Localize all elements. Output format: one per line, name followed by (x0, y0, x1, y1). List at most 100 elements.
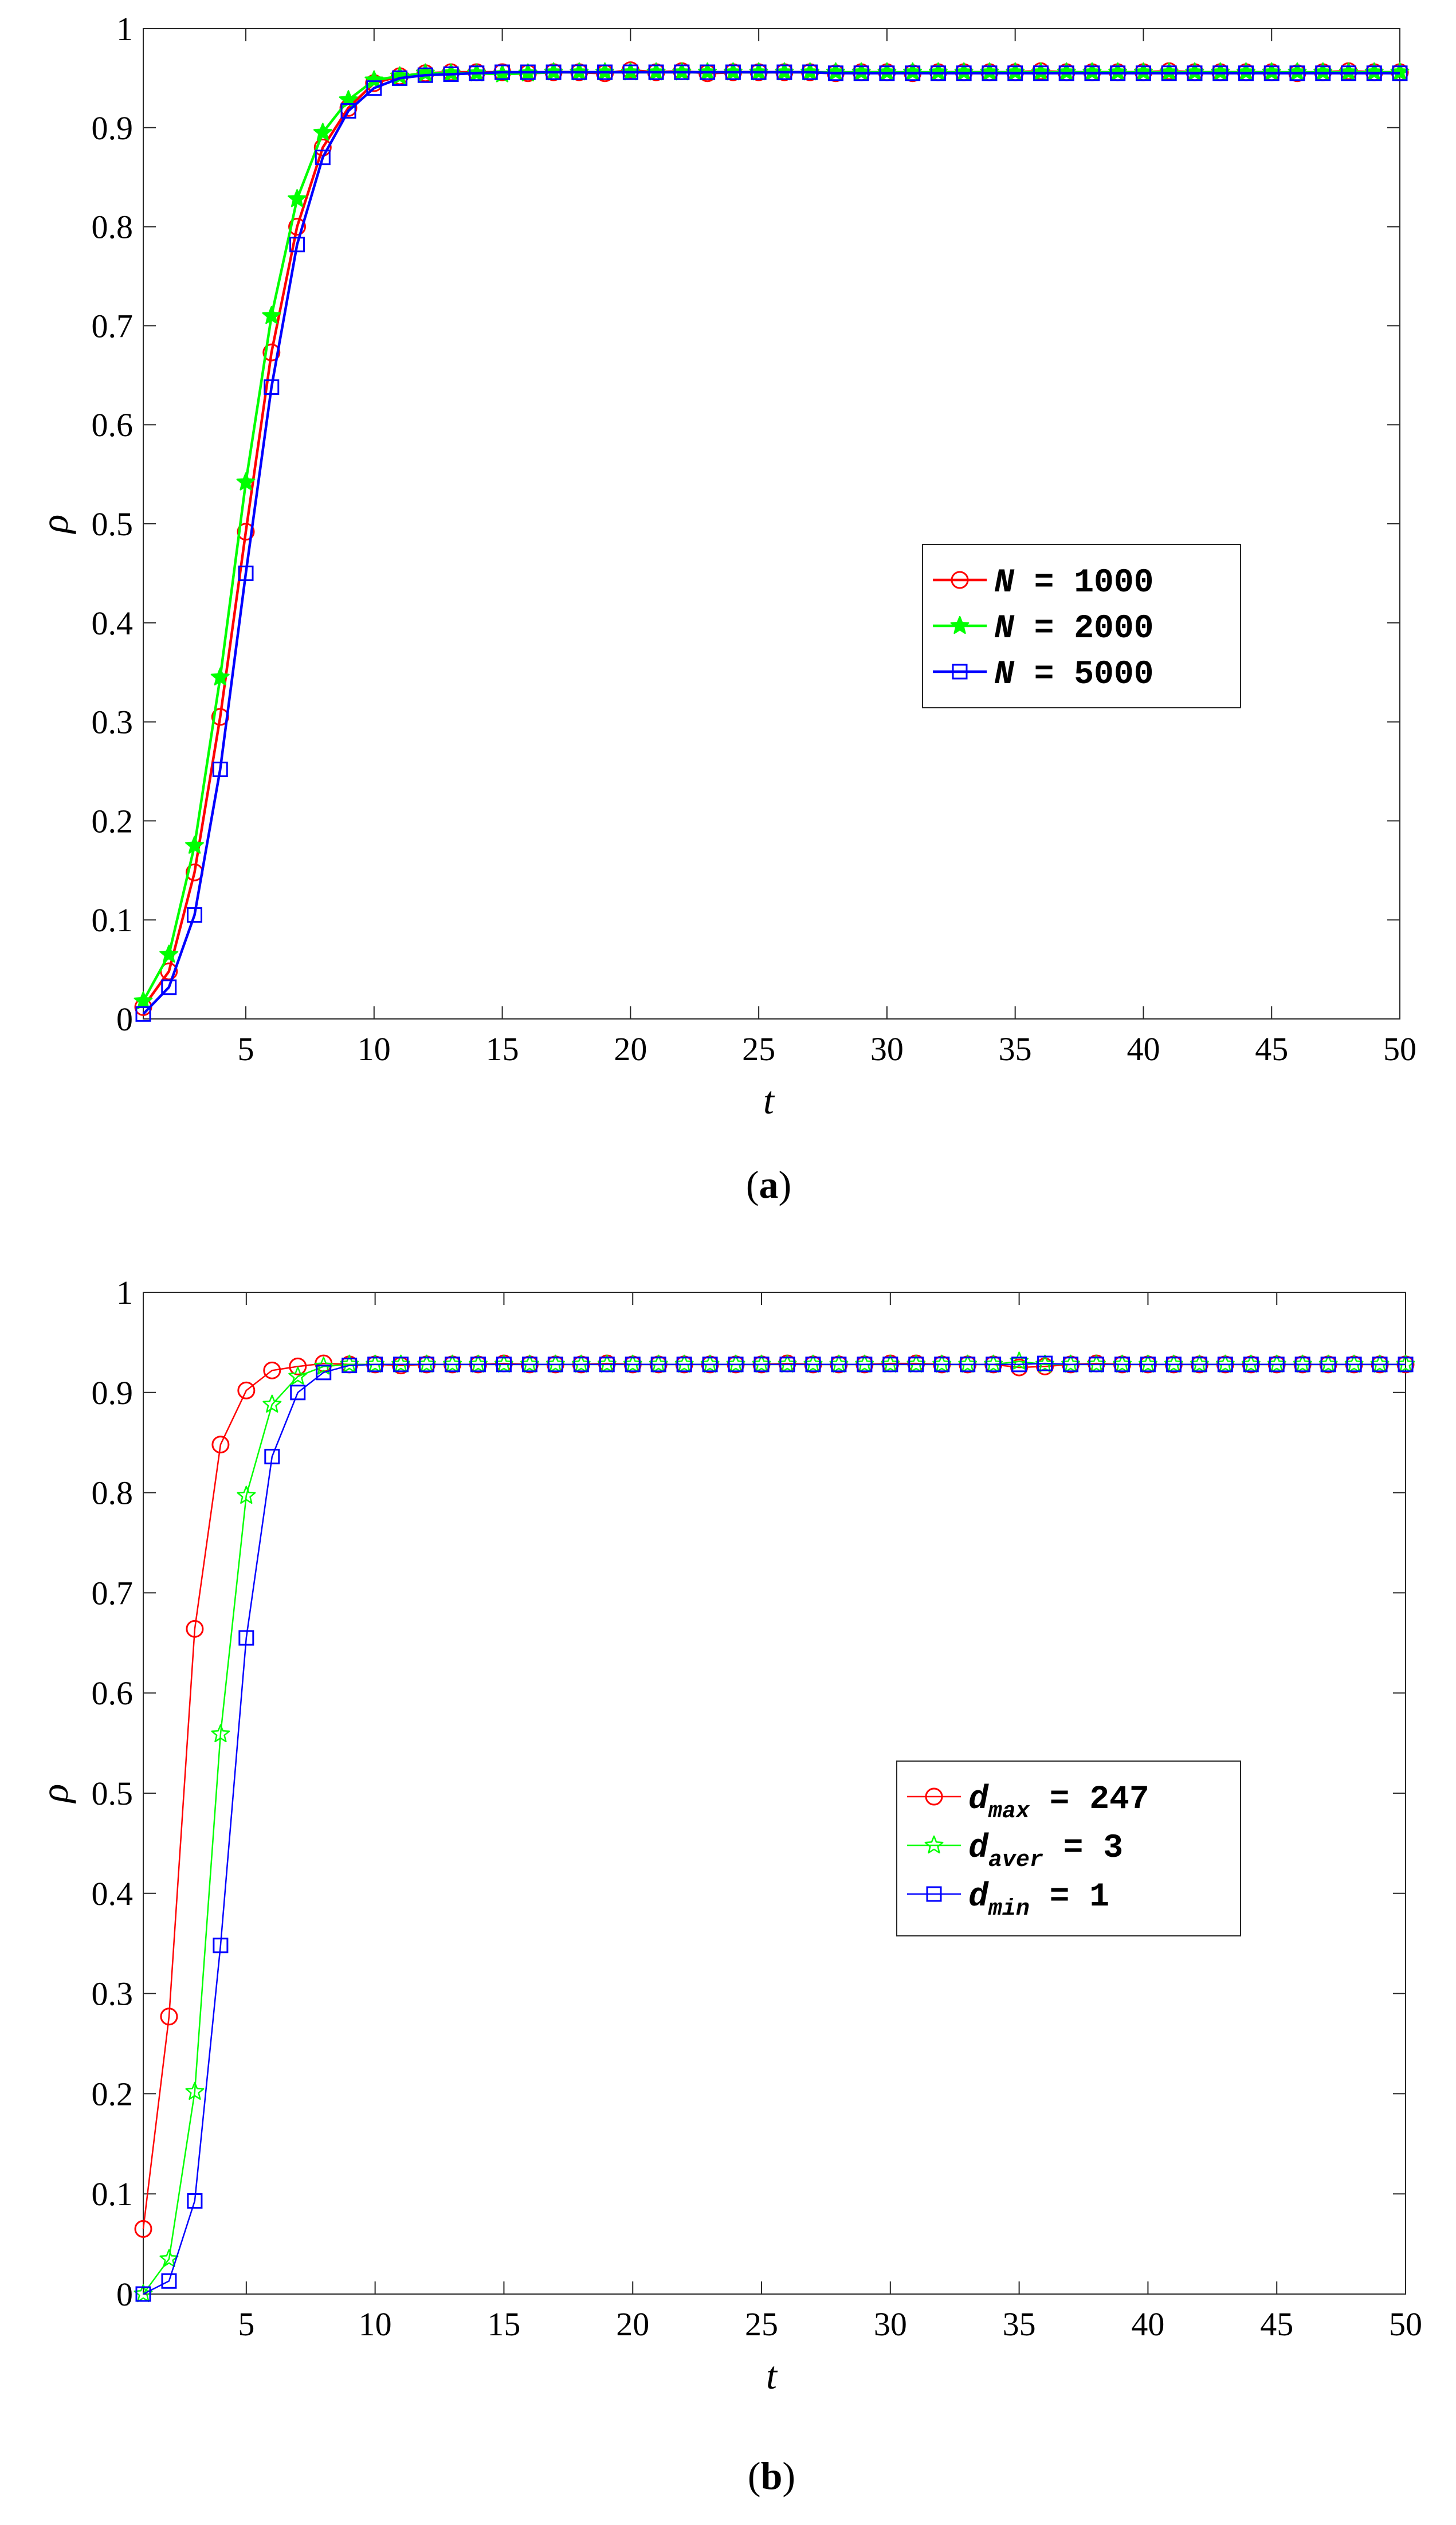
data-point (879, 65, 895, 81)
data-point (469, 65, 485, 81)
data-point (521, 1356, 537, 1373)
data-point (1161, 65, 1177, 81)
data-point (1037, 1355, 1053, 1371)
data-point (288, 189, 307, 207)
data-point (1135, 65, 1151, 81)
data-point (986, 1356, 1002, 1373)
legend-label: N = 2000 (994, 610, 1153, 648)
data-point (342, 1358, 358, 1374)
data-point (187, 907, 203, 923)
data-point (1114, 1356, 1130, 1373)
panel-label: (a) (746, 1163, 791, 1206)
data-point (805, 1356, 821, 1373)
y-axis-label: ρ (33, 515, 76, 535)
data-point (185, 2081, 205, 2100)
legend-swatch-marker (926, 1886, 942, 1902)
data-point (573, 1356, 589, 1373)
x-tick-label: 30 (874, 2306, 907, 2343)
data-point (161, 979, 177, 995)
data-point (1007, 65, 1023, 81)
data-point (495, 64, 511, 80)
data-point (161, 2273, 177, 2289)
data-point (648, 64, 664, 80)
data-point (470, 1356, 486, 1373)
series-line (143, 1362, 1406, 2295)
panel-label: (b) (748, 2454, 795, 2497)
data-point (262, 343, 281, 362)
data-point (159, 944, 179, 963)
data-point (1217, 1356, 1233, 1373)
data-point (625, 1356, 641, 1373)
data-point (1289, 65, 1305, 81)
x-tick-label: 30 (870, 1030, 904, 1068)
data-point (1340, 65, 1356, 81)
y-tick-label: 0.4 (92, 605, 134, 642)
data-point (1294, 1356, 1310, 1373)
data-point (700, 64, 716, 80)
y-tick-label: 0.4 (92, 1875, 134, 1912)
data-point (1187, 65, 1203, 81)
data-point (571, 64, 587, 80)
data-point (1238, 65, 1254, 81)
x-tick-label: 5 (238, 2306, 254, 2343)
data-point (1033, 65, 1049, 81)
data-point (908, 1356, 924, 1373)
data-point (496, 1356, 512, 1373)
data-point (1084, 65, 1100, 81)
y-tick-label: 0 (116, 1001, 133, 1038)
data-point (210, 667, 230, 686)
data-point (237, 1485, 256, 1504)
data-point (676, 1356, 692, 1373)
data-point (599, 1356, 615, 1373)
y-tick-label: 0.9 (92, 1374, 134, 1412)
data-point (364, 70, 384, 89)
x-tick-label: 50 (1389, 2306, 1422, 2343)
data-point (650, 1356, 666, 1373)
data-point (236, 472, 256, 491)
data-point (1212, 65, 1229, 81)
data-point (520, 64, 536, 80)
x-axis-label: t (763, 1079, 775, 1122)
data-point (367, 1356, 383, 1373)
data-point (417, 67, 433, 83)
x-tick-label: 25 (742, 1030, 775, 1068)
x-tick-label: 20 (616, 2306, 649, 2343)
data-point (314, 1356, 333, 1375)
data-point (930, 65, 946, 81)
data-point (262, 1394, 282, 1413)
data-point (445, 1356, 461, 1373)
y-tick-label: 0.2 (92, 802, 134, 840)
data-point (340, 103, 356, 119)
data-point (315, 150, 331, 166)
data-point (882, 1356, 898, 1373)
data-point (1140, 1356, 1156, 1373)
legend-label: dmax = 247 (968, 1781, 1149, 1825)
data-point (779, 1356, 795, 1373)
data-point (725, 64, 741, 80)
data-point (213, 1938, 229, 1954)
legend-swatch-marker (951, 571, 969, 589)
data-point (982, 65, 998, 81)
data-point (1320, 1356, 1336, 1373)
data-point (802, 64, 818, 80)
data-point (1011, 1356, 1027, 1373)
data-point (186, 1620, 204, 1638)
y-axis-label: ρ (33, 1784, 76, 1804)
data-point (1110, 65, 1126, 81)
y-tick-label: 0.8 (92, 209, 134, 246)
data-point (1191, 1356, 1207, 1373)
legend-swatch-marker (950, 615, 970, 634)
series-group (135, 64, 1408, 1022)
legend-label: N = 1000 (994, 564, 1153, 602)
x-tick-label: 40 (1131, 2306, 1164, 2343)
data-point (1063, 1356, 1079, 1373)
y-tick-label: 0.2 (92, 2075, 134, 2112)
data-point (393, 1356, 409, 1373)
x-tick-label: 35 (999, 1030, 1032, 1068)
data-point (313, 123, 332, 141)
x-tick-label: 10 (358, 1030, 391, 1068)
data-point (547, 1356, 563, 1373)
legend-box (896, 1761, 1241, 1936)
data-point (290, 1385, 306, 1401)
data-point (288, 218, 307, 236)
